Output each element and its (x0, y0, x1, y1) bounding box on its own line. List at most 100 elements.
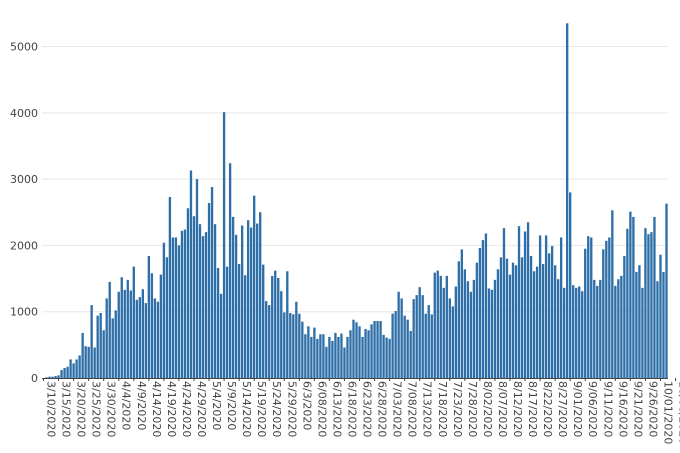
bar (508, 274, 512, 378)
bar (379, 320, 382, 378)
bar (614, 285, 617, 378)
bar (499, 257, 503, 378)
bar (569, 192, 572, 378)
bar (246, 220, 250, 378)
x-tick-label: 7/13/2020 (421, 381, 434, 437)
bar (174, 237, 178, 378)
bar (280, 291, 283, 378)
bar (430, 314, 433, 378)
bar (228, 163, 232, 378)
bar (301, 321, 304, 378)
x-tick-label: 4/14/2020 (150, 381, 163, 437)
bar (51, 376, 54, 378)
bar (234, 234, 238, 378)
bar (117, 291, 120, 378)
bar (126, 279, 129, 378)
bar (475, 262, 479, 378)
bar (138, 297, 141, 378)
bar (271, 275, 274, 378)
bar (641, 287, 644, 378)
x-tick-label: 5/24/2020 (270, 381, 283, 437)
bar (322, 334, 325, 378)
x-tick-label: 4/4/2020 (120, 381, 133, 430)
x-tick-label: 10/06/2020 (677, 381, 680, 444)
bar (286, 271, 289, 378)
bar (256, 223, 259, 378)
x-tick-label: 9/21/2020 (631, 381, 644, 437)
bar (102, 330, 105, 378)
bar (517, 226, 521, 378)
bar (442, 287, 445, 378)
bar (159, 274, 163, 378)
bar (418, 287, 421, 378)
y-tick-label: 2000 (10, 239, 38, 252)
bar (292, 314, 295, 378)
bar (388, 338, 391, 378)
y-tick-label: 5000 (10, 41, 38, 54)
x-tick-label: 9/01/2020 (571, 381, 584, 437)
bar (337, 336, 340, 378)
bar (596, 285, 599, 378)
y-tick-labels: 0 1000 2000 3000 4000 5000 (10, 41, 38, 385)
y-tick-label: 3000 (10, 173, 38, 186)
x-tick-label: 7/08/2020 (406, 381, 419, 437)
x-tick-label: 7/23/2020 (451, 381, 464, 437)
bar (656, 281, 659, 378)
bar (587, 236, 590, 378)
bar (617, 279, 620, 378)
bar (216, 267, 220, 378)
bar (635, 271, 638, 378)
bar (210, 187, 214, 378)
bar (382, 334, 385, 378)
bar (436, 270, 439, 378)
bar (559, 237, 563, 378)
bar (87, 346, 90, 378)
x-tick-label: 7/18/2020 (436, 381, 449, 437)
bar (195, 179, 199, 378)
bar (346, 336, 349, 378)
x-tick-label: 3/25/2020 (90, 381, 103, 437)
bar (490, 289, 494, 378)
bar (298, 313, 301, 378)
bar (478, 248, 482, 378)
bar (457, 261, 461, 378)
bar (177, 245, 181, 378)
bar (349, 330, 352, 378)
bar (108, 281, 111, 378)
bar (460, 249, 464, 378)
bar (48, 376, 51, 378)
bar (493, 279, 497, 378)
bar (352, 319, 355, 378)
bar (343, 347, 346, 378)
bar (608, 237, 611, 378)
bar (183, 229, 187, 378)
bar (373, 320, 376, 378)
bar (114, 310, 117, 378)
bar (237, 263, 241, 378)
bar (150, 273, 154, 378)
bar (84, 346, 87, 378)
x-tick-label: 3/30/2020 (105, 381, 118, 437)
bar (526, 222, 530, 378)
y-tick-label: 1000 (10, 306, 38, 319)
bar (632, 216, 635, 378)
bar (415, 295, 418, 378)
bar (484, 233, 488, 378)
bar (581, 291, 584, 378)
bar (93, 347, 96, 378)
bar (340, 333, 343, 378)
x-tick-label: 6/13/2020 (330, 381, 343, 437)
bar (162, 242, 166, 378)
bar (72, 363, 75, 378)
bar (556, 279, 560, 378)
bar (593, 279, 596, 378)
bar (605, 240, 608, 378)
bar (445, 275, 448, 378)
x-tick-labels: 3/10/2020 3/15/2020 3/20/2020 3/25/2020 3/30… (43, 378, 680, 444)
bar (147, 256, 151, 378)
x-tick-label: 4/9/2020 (135, 381, 148, 430)
bar (289, 313, 292, 378)
bar (316, 338, 319, 378)
x-tick-label: 3/10/2020 (45, 381, 58, 437)
bar (90, 305, 93, 378)
